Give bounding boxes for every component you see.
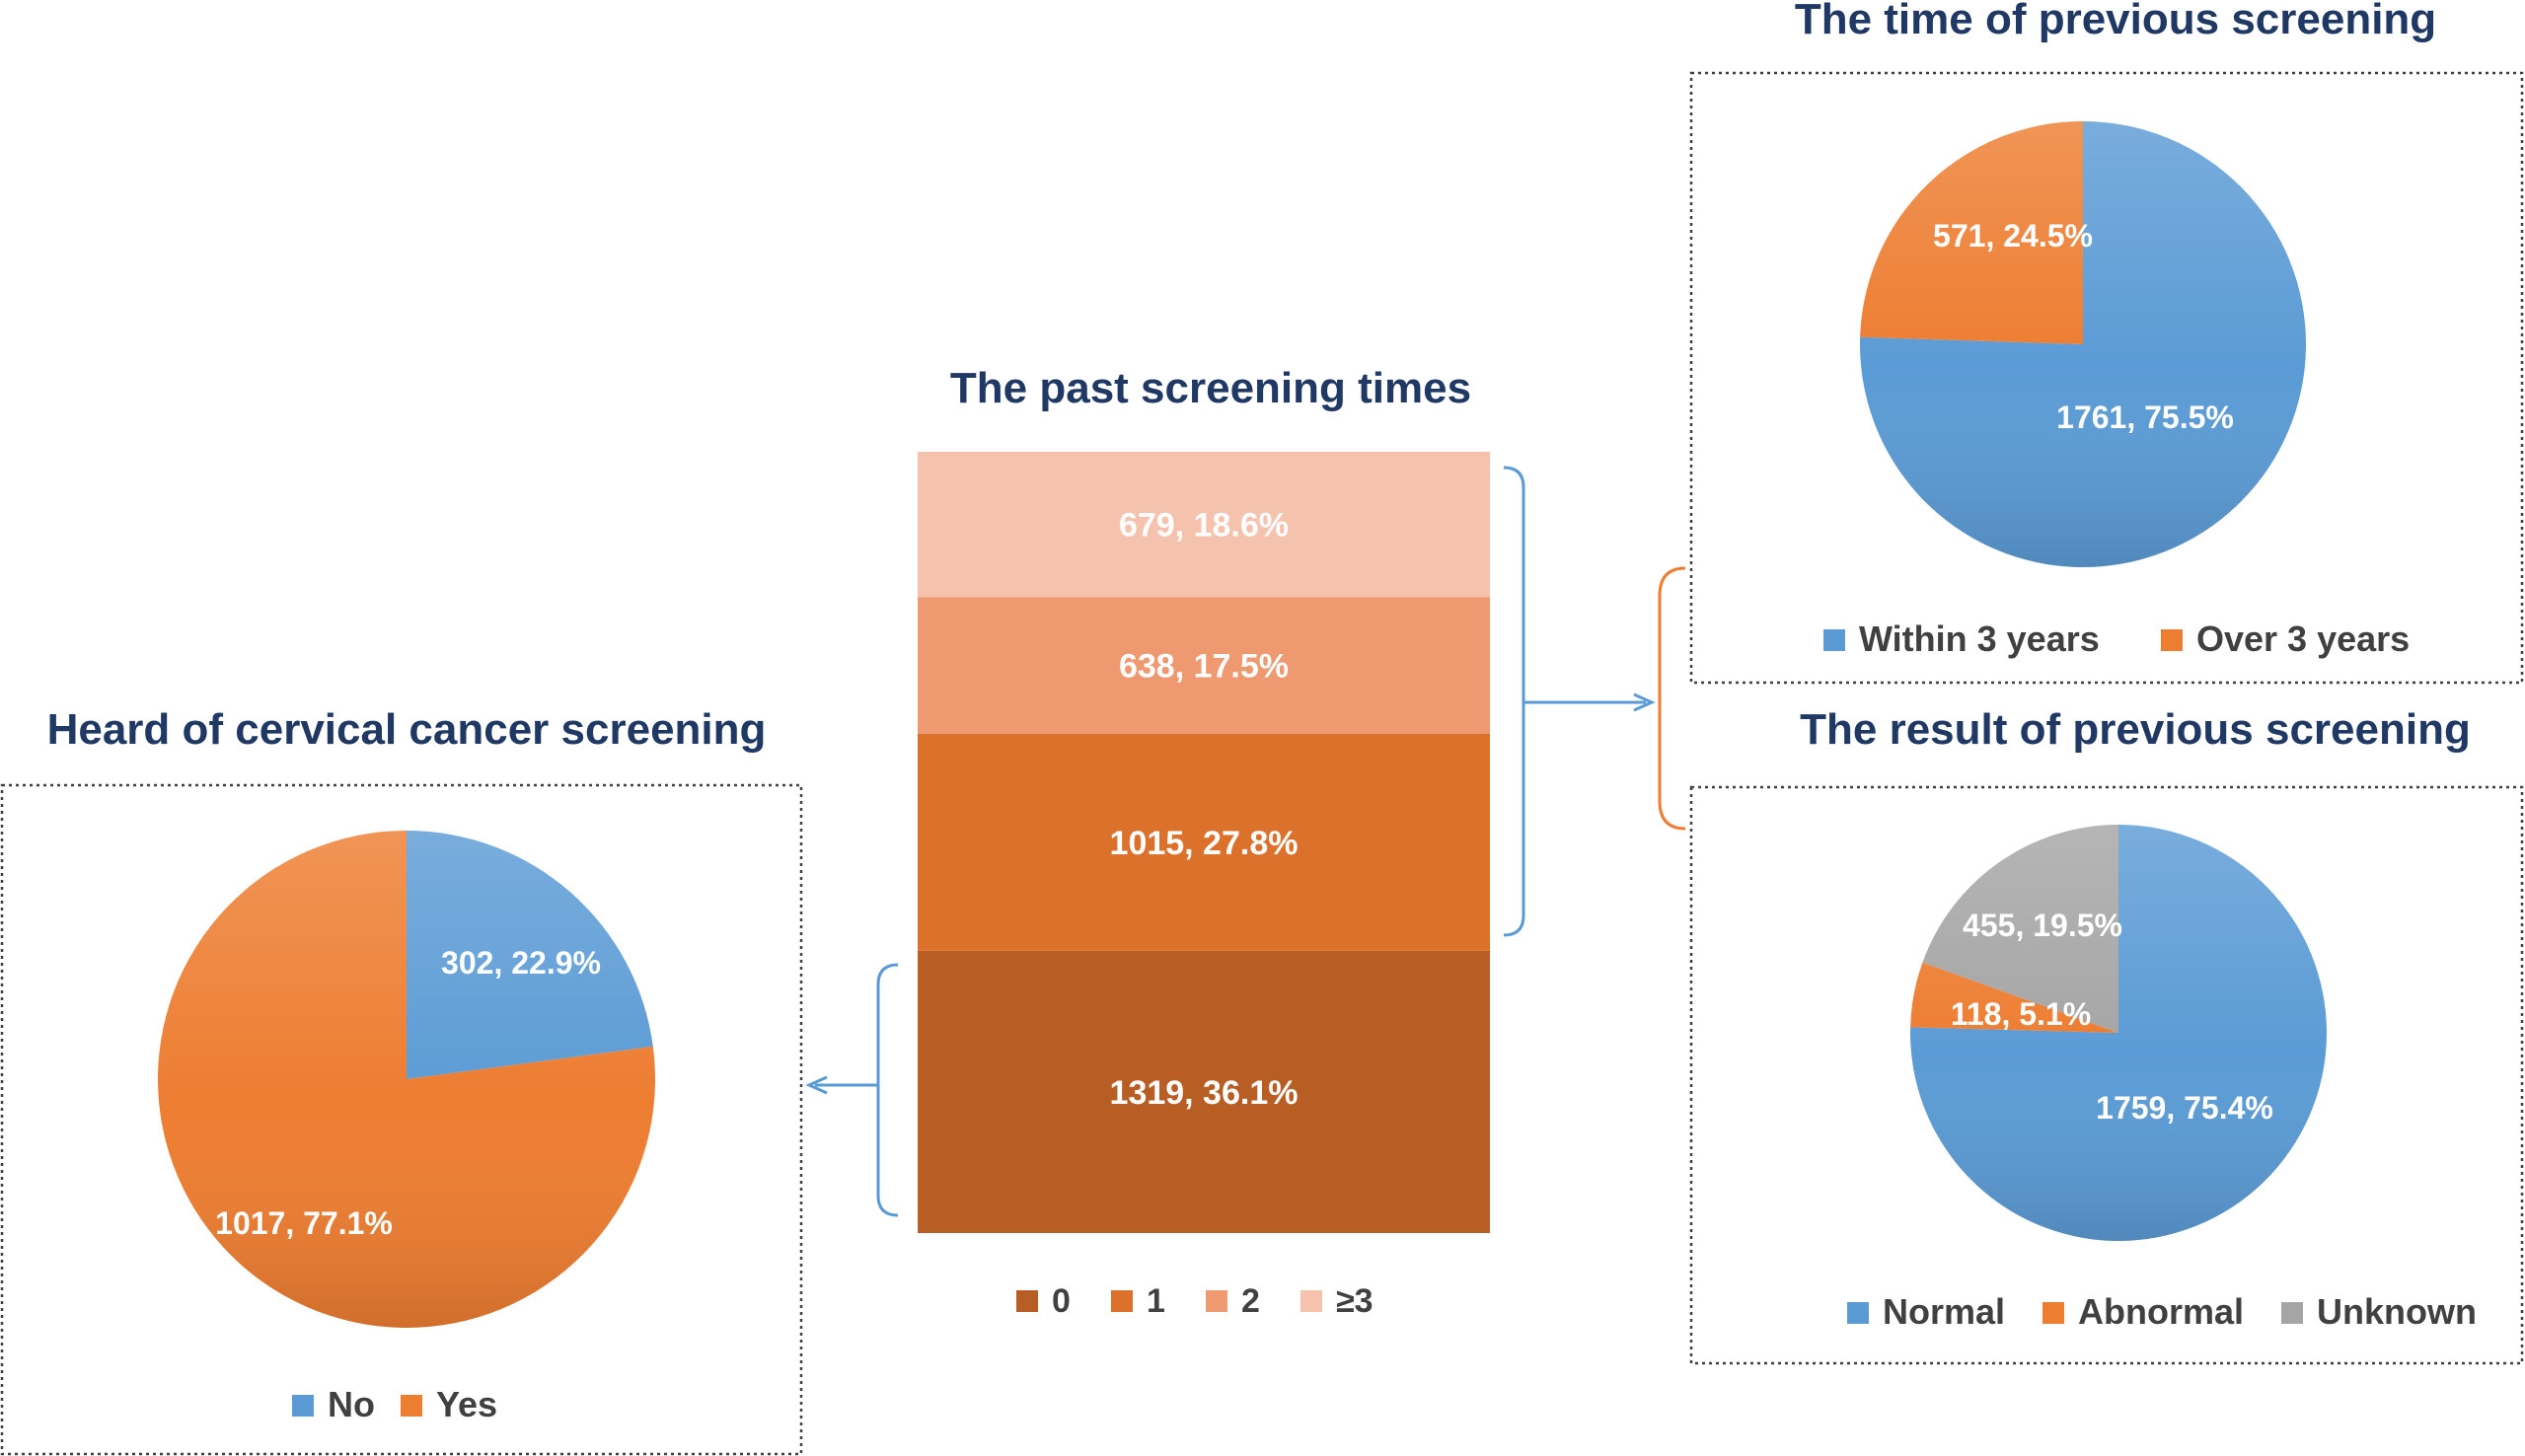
legend-label-1: 1	[1147, 1282, 1165, 1320]
bar-segment-1	[918, 733, 1490, 951]
result-panel-frame	[1689, 785, 2524, 1365]
result-chart-title: The result of previous screening	[1800, 705, 2471, 754]
past-legend: 0 1 2 ≥3	[1016, 1282, 1374, 1320]
past-screening-stacked-bar: 1319, 36.1% 1015, 27.8% 638, 17.5% 679, 18.…	[918, 452, 1490, 1233]
legend-label-within-3-years: Within 3 years	[1859, 619, 2100, 659]
pie-label-abnormal: 118, 5.1%	[1951, 996, 2091, 1032]
legend-label-0: 0	[1052, 1282, 1071, 1320]
time-pie: 1761, 75.5% 571, 24.5%	[1860, 121, 2306, 567]
legend-swatch-unknown	[2281, 1302, 2303, 1324]
past-chart-title: The past screening times	[950, 364, 1471, 412]
arrow-head-left-icon	[805, 1075, 828, 1095]
bar-label-ge3: 679, 18.6%	[1119, 507, 1289, 545]
result-pie: 1759, 75.4% 118, 5.1% 455, 19.5%	[1909, 825, 2328, 1241]
legend-swatch-within-3-years	[1823, 629, 1845, 651]
legend-swatch-abnormal	[2042, 1302, 2064, 1324]
legend-swatch-2	[1206, 1290, 1227, 1312]
legend-swatch-0	[1016, 1290, 1038, 1312]
bar-label-0: 1319, 36.1%	[1110, 1074, 1299, 1112]
pie-label-normal: 1759, 75.4%	[2096, 1090, 2273, 1126]
legend-swatch-no	[292, 1395, 314, 1417]
bar-segment-ge3	[918, 452, 1490, 598]
legend-label-abnormal: Abnormal	[2078, 1291, 2244, 1332]
result-legend: Normal Abnormal Unknown	[1847, 1291, 2477, 1332]
bar-segment-2	[918, 597, 1490, 734]
legend-swatch-ge3	[1300, 1290, 1322, 1312]
arrow-head-right-icon	[1633, 692, 1656, 712]
pie-label-no: 302, 22.9%	[441, 945, 601, 981]
time-legend: Within 3 years Over 3 years	[1823, 619, 2410, 659]
pie-label-within-3-years: 1761, 75.5%	[2056, 400, 2234, 435]
bar-label-2: 638, 17.5%	[1119, 647, 1289, 685]
bar-segment-0	[918, 950, 1490, 1233]
time-chart-title: The time of previous screening	[1795, 0, 2436, 43]
legend-label-normal: Normal	[1883, 1291, 2005, 1332]
legend-label-over-3-years: Over 3 years	[2196, 619, 2410, 659]
heard-chart-title: Heard of cervical cancer screening	[47, 705, 767, 754]
legend-label-unknown: Unknown	[2317, 1291, 2477, 1332]
legend-label-yes: Yes	[436, 1384, 497, 1424]
bracket-previous-screened	[1503, 466, 1525, 937]
heard-legend: No Yes	[292, 1384, 497, 1424]
bracket-never-screened	[876, 963, 899, 1217]
time-panel-frame	[1689, 71, 2524, 685]
bar-label-1: 1015, 27.8%	[1110, 825, 1299, 862]
orange-brace-right-panels	[1658, 566, 1686, 831]
pie-label-unknown: 455, 19.5%	[1963, 908, 2122, 943]
legend-label-no: No	[328, 1384, 375, 1424]
legend-label-2: 2	[1241, 1282, 1260, 1320]
legend-swatch-over-3-years	[2161, 629, 2183, 651]
pie-label-over-3-years: 571, 24.5%	[1933, 218, 2093, 254]
legend-swatch-yes	[401, 1395, 422, 1417]
legend-swatch-normal	[1847, 1302, 1869, 1324]
legend-swatch-1	[1111, 1290, 1133, 1312]
legend-label-ge3: ≥3	[1336, 1282, 1374, 1320]
heard-pie: 302, 22.9% 1017, 77.1%	[158, 831, 655, 1328]
pie-label-yes: 1017, 77.1%	[215, 1205, 393, 1241]
heard-panel-frame	[0, 783, 803, 1456]
